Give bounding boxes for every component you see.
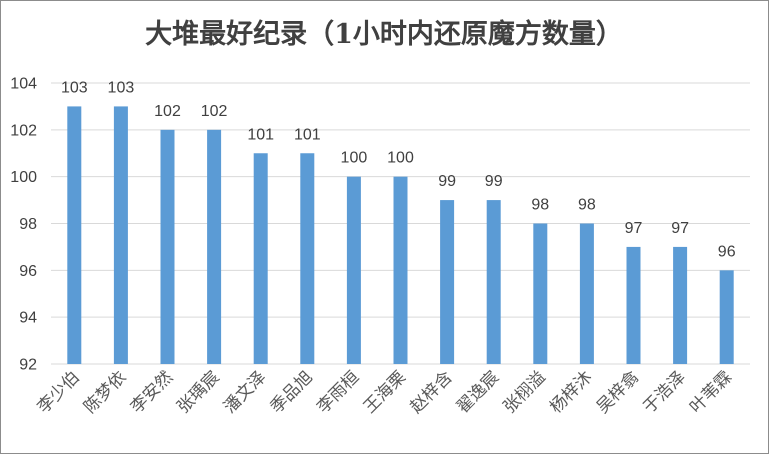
data-label: 100 [387,150,414,167]
y-tick-label: 94 [19,310,37,327]
bar [160,129,175,364]
bar [67,106,82,365]
data-label: 102 [154,103,181,120]
data-label: 101 [247,126,274,143]
data-label: 96 [718,243,736,260]
x-tick-label: 陈梦依 [80,367,130,417]
y-tick-label: 100 [10,169,37,186]
x-tick-label: 张瑀宸 [173,367,223,417]
bar [579,223,594,364]
x-tick-label: 翟逸宸 [453,367,503,417]
y-tick-label: 92 [19,357,37,374]
x-tick-label: 赵梓含 [406,367,456,417]
data-label: 99 [438,173,456,190]
y-tick-label: 96 [19,263,37,280]
bar [440,200,455,364]
y-tick-label: 102 [10,122,37,139]
x-tick-label: 于浩泽 [639,367,689,417]
x-tick-label: 吴梓翕 [593,367,643,417]
bar [533,223,548,364]
bar [719,270,734,364]
x-tick-label: 张栩溢 [500,367,550,417]
bar [113,106,128,365]
x-tick-label: 李雨桓 [313,367,363,417]
bar [346,176,361,364]
x-axis-categories: 李少伯陈梦依李安然张瑀宸潘文泽季品旭李雨桓王海栗赵梓含翟逸宸张栩溢杨梓沐吴梓翕于… [34,367,737,417]
data-label: 100 [341,150,368,167]
bar [300,153,315,364]
y-tick-label: 104 [10,76,37,93]
bar [673,246,688,364]
x-tick-label: 李少伯 [34,367,84,417]
data-label: 97 [625,220,643,237]
bar [207,129,222,364]
x-tick-label: 李安然 [127,367,177,417]
bar [626,246,641,364]
data-label: 99 [485,173,503,190]
y-tick-label: 98 [19,216,37,233]
x-tick-label: 潘文泽 [220,367,270,417]
data-label: 98 [531,197,549,214]
y-axis-ticks: 92 94 96 98 100 102 104 [10,76,37,374]
data-label: 103 [61,79,88,96]
data-label: 101 [294,126,321,143]
x-tick-label: 杨梓沐 [546,367,596,417]
x-tick-label: 叶苇霖 [686,367,736,417]
bars [67,106,734,365]
data-label: 103 [108,79,135,96]
x-tick-label: 王海栗 [360,367,410,417]
data-label: 98 [578,197,596,214]
data-label: 102 [201,103,228,120]
data-label: 97 [671,220,689,237]
x-tick-label: 季品旭 [267,367,317,417]
chart-title: 大堆最好纪录（1小时内还原魔方数量） [145,18,623,50]
bar [486,200,501,364]
data-labels: 103 103 102 102 101 101 100 100 99 99 98 98 97 97 96 [61,79,736,260]
bar [253,153,268,364]
bar [393,176,408,364]
